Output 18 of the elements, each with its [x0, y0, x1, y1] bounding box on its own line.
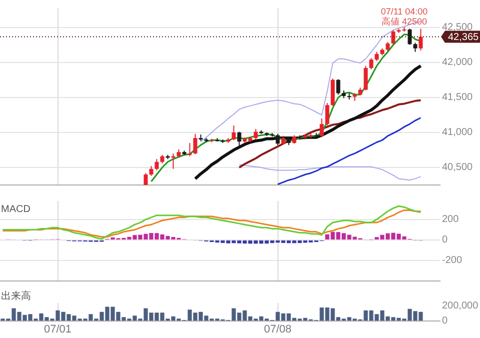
y-tick-label: 42,000 — [442, 57, 474, 68]
y-tick-label: 41,500 — [442, 92, 474, 104]
x-tick-label: 07/08 — [264, 323, 292, 336]
y-tick-label: 200 — [442, 214, 460, 226]
annotation: 高値 42500 — [381, 16, 428, 26]
chart-title: 出来高 — [1, 290, 31, 302]
y-tick-label: 0 — [442, 316, 448, 327]
y-tick-label: 40,500 — [442, 162, 474, 174]
x-tick-label: 07/01 — [44, 323, 72, 336]
y-tick-label: 41,000 — [442, 127, 474, 138]
y-tick-label: 200,000 — [442, 300, 479, 312]
y-tick-label: -200 — [442, 255, 462, 266]
y-tick-label: 42,500 — [442, 22, 474, 34]
chart-title: MACD — [1, 204, 30, 215]
y-tick-label: 0 — [442, 234, 448, 246]
ref-line-label: 42,365 — [448, 32, 480, 44]
candlestick — [188, 142, 192, 156]
annotation: 07/11 04:00 — [380, 6, 428, 16]
